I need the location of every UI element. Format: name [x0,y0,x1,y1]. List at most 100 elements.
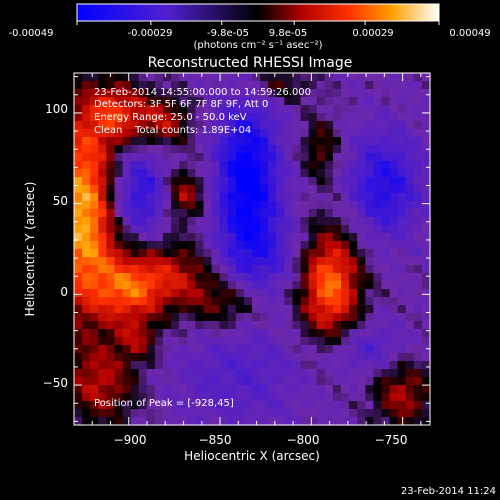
heatmap-cell [227,185,237,194]
heatmap-cell [389,337,399,346]
heatmap-cell [90,353,99,362]
heatmap-cell [106,81,116,90]
heatmap-cell [292,129,302,138]
heatmap-cell [90,225,99,234]
heatmap-cell [90,105,99,114]
heatmap-cell [268,313,277,322]
heatmap-cell [243,393,253,402]
heatmap-cell [365,417,374,426]
heatmap-cell [276,233,285,242]
heatmap-cell [308,97,318,106]
heatmap-cell [324,297,334,306]
heatmap-cell [308,361,318,370]
heatmap-cell [227,129,237,138]
heatmap-cell [365,273,374,282]
heatmap-cell [82,177,91,186]
heatmap-cell [308,217,318,226]
heatmap-cell [179,73,188,82]
heatmap-cell [252,193,261,202]
heatmap-cell [122,337,132,346]
heatmap-cell [276,161,285,170]
heatmap-cell [389,297,399,306]
heatmap-cell [389,361,399,370]
heatmap-cell [187,201,196,210]
heatmap-cell [332,265,342,274]
heatmap-cell [106,201,116,210]
heatmap-cell [82,185,91,194]
heatmap-cell [114,241,124,250]
heatmap-cell [243,401,253,410]
heatmap-cell [332,225,342,234]
heatmap-cell [138,225,148,234]
heatmap-cell [341,201,350,210]
heatmap-cell [397,217,407,226]
heatmap-cell [130,281,140,290]
heatmap-cell [268,401,277,410]
heatmap-cell [308,369,318,378]
heatmap-cell [227,313,237,322]
colorbar-tick-marks [76,21,440,25]
heatmap-cell [243,153,253,162]
heatmap-cell [227,137,237,146]
heatmap-cell [219,241,229,250]
heatmap-cell [413,369,423,378]
heatmap-cell [357,169,366,178]
heatmap-cell [260,121,269,130]
heatmap-cell [324,169,334,178]
heatmap-cell [179,209,188,218]
heatmap-cell [154,329,164,338]
heatmap-cell [341,97,350,106]
heatmap-cell [260,233,269,242]
heatmap-cell [146,145,156,154]
heatmap-cell [146,193,156,202]
heatmap-cell [130,97,140,106]
heatmap-cell [268,201,277,210]
heatmap-cell [365,377,374,386]
heatmap-cell [381,121,391,130]
heatmap-cell [227,97,237,106]
heatmap-cell [260,353,269,362]
heatmap-cell [106,345,116,354]
heatmap-cell [130,233,140,242]
heatmap-cell [227,265,237,274]
heatmap-cell [243,201,253,210]
heatmap-cell [146,153,156,162]
heatmap-cell [405,369,415,378]
heatmap-cell [332,409,342,418]
heatmap-cell [90,81,99,90]
heatmap-cell [74,385,83,394]
heatmap-cell [219,89,229,98]
heatmap-cell [163,297,172,306]
heatmap-cell [316,81,326,90]
heatmap-cell [122,249,132,258]
heatmap-cell [243,81,253,90]
heatmap-cell [413,105,423,114]
heatmap-cell [219,297,229,306]
heatmap-cell [98,289,107,298]
heatmap-cell [203,105,213,114]
heatmap-cell [74,169,83,178]
heatmap-cell [252,393,261,402]
heatmap-cell [284,297,294,306]
heatmap-cell [276,377,285,386]
heatmap-cell [413,361,423,370]
heatmap-cell [324,257,334,266]
heatmap-cell [357,105,366,114]
heatmap-cell [397,153,407,162]
heatmap-cell [98,321,107,330]
heatmap-cell [130,161,140,170]
heatmap-cell [82,105,91,114]
heatmap-cell [365,201,374,210]
heatmap-cell [195,105,205,114]
heatmap-cell [397,177,407,186]
heatmap-cell [276,89,285,98]
heatmap-cell [316,129,326,138]
heatmap-cell [179,129,188,138]
heatmap-cell [235,137,245,146]
heatmap-cell [163,385,172,394]
heatmap-cell [260,321,269,330]
heatmap-cell [219,353,229,362]
heatmap-cell [98,233,107,242]
heatmap-cell [357,385,366,394]
heatmap-cell [381,257,391,266]
